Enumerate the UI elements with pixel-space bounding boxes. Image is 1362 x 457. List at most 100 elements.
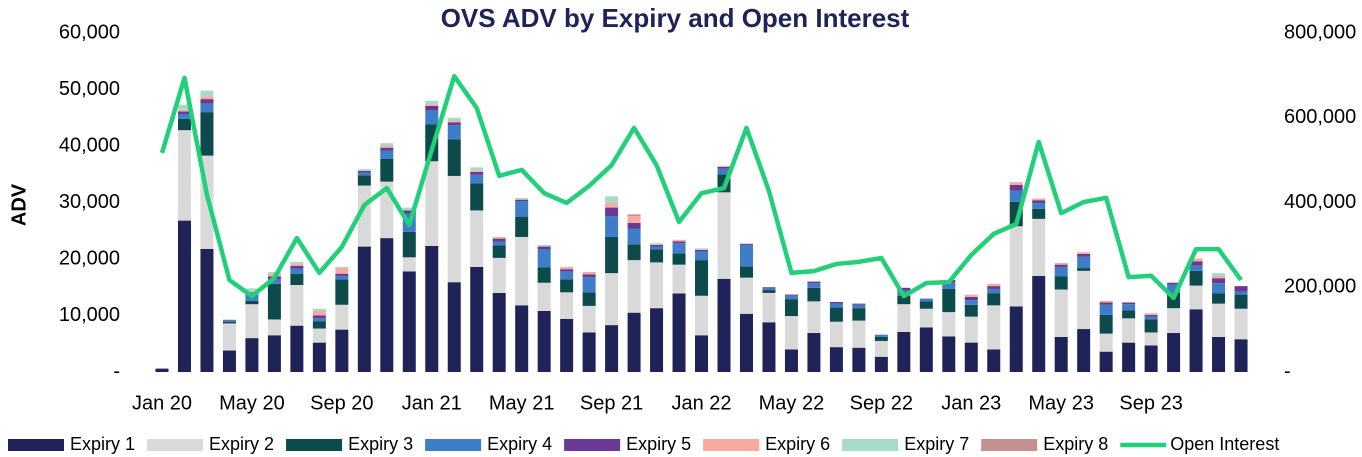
y-tick-label: - <box>113 360 120 382</box>
bar-segment <box>717 278 731 372</box>
bar-segment <box>695 260 709 296</box>
bar-segment <box>222 350 236 372</box>
bar-segment <box>762 292 776 323</box>
bar-segment <box>200 248 214 372</box>
bar-segment <box>739 244 753 267</box>
bar-segment <box>1144 316 1158 320</box>
bar-segment <box>942 282 956 289</box>
bar-segment <box>1234 286 1248 292</box>
bar-segment <box>829 301 843 304</box>
bar-segment <box>335 268 349 274</box>
bar-segment <box>739 313 753 372</box>
bar-segment <box>515 305 529 372</box>
bar-segment <box>1054 336 1068 372</box>
bar-segment <box>739 277 753 314</box>
bar-segment <box>470 210 484 267</box>
bar-segment <box>829 307 843 322</box>
bar-segment <box>1009 190 1023 202</box>
bar-segment <box>312 318 326 322</box>
bar-segment <box>672 239 686 242</box>
bar-segment <box>627 216 641 223</box>
bar-segment <box>1144 319 1158 333</box>
bar-segment <box>1032 203 1046 209</box>
bar-segment <box>177 109 191 112</box>
bar-segment <box>582 292 596 306</box>
bar-segment <box>470 170 484 172</box>
bar-segment <box>290 264 304 266</box>
legend-label: Expiry 6 <box>765 434 830 454</box>
y-axis-label: ADV <box>8 183 30 226</box>
bar-segment <box>1032 218 1046 276</box>
bar-segment <box>1099 304 1113 315</box>
bar-segment <box>537 244 551 247</box>
bar-segment <box>470 183 484 211</box>
bar-segment <box>605 216 619 237</box>
bar-segment <box>1032 200 1046 204</box>
legend-swatch <box>425 439 482 451</box>
bar-segment <box>560 318 574 372</box>
bar-segment <box>312 342 326 372</box>
y2-tick-label: - <box>1284 360 1291 382</box>
legend-swatch <box>8 439 64 451</box>
bar-segment <box>942 312 956 337</box>
bar-segment <box>582 305 596 333</box>
bar-segment <box>852 320 866 348</box>
bar-segment <box>1212 278 1226 284</box>
bar-segment <box>1009 182 1023 185</box>
bar-segment <box>425 100 439 105</box>
bar-segment <box>537 246 551 250</box>
bar-segment <box>515 236 529 306</box>
bar-segment <box>807 283 821 288</box>
x-tick-label: Sep 22 <box>850 392 913 414</box>
bar-segment <box>739 243 753 245</box>
y-tick-label: 10,000 <box>59 304 120 326</box>
legend-label: Expiry 4 <box>487 434 552 454</box>
bar-segment <box>717 166 731 169</box>
y-tick-label: 30,000 <box>59 191 120 213</box>
legend-label: Open Interest <box>1170 434 1279 454</box>
bar-segment <box>402 271 416 372</box>
bar-segment <box>425 105 439 111</box>
bar-segment <box>470 174 484 184</box>
bar-segment <box>447 122 461 126</box>
bar-segment <box>470 167 484 171</box>
bar-segment <box>492 241 506 246</box>
bar-segment <box>537 249 551 268</box>
bar-segment <box>1167 284 1181 293</box>
bar-segment <box>852 308 866 321</box>
bar-segment <box>425 161 439 247</box>
bar-segment <box>605 236 619 274</box>
bar-segment <box>1189 309 1203 372</box>
bar-segment <box>222 320 236 321</box>
bar-segment <box>335 329 349 372</box>
bar-segment <box>874 334 888 337</box>
bar-segment <box>290 325 304 372</box>
legend-label: Expiry 7 <box>904 434 969 454</box>
bar-segment <box>177 118 191 131</box>
bar-segment <box>492 292 506 372</box>
bar-segment <box>1212 275 1226 279</box>
bar-segment <box>200 99 214 104</box>
bar-segment <box>807 333 821 372</box>
bar-segment <box>919 298 933 302</box>
bar-segment <box>560 292 574 319</box>
legend-swatch <box>842 439 899 451</box>
bar-segment <box>335 266 349 269</box>
bar-segment <box>1144 345 1158 372</box>
bar-segment <box>290 268 304 274</box>
bar-segment <box>357 169 371 171</box>
bar-segment <box>874 356 888 372</box>
bar-segment <box>1234 308 1248 340</box>
bar-segment <box>987 349 1001 372</box>
bar-segment <box>695 335 709 372</box>
bar-segment <box>425 104 439 106</box>
bar-segment <box>1054 289 1068 337</box>
bar-segment <box>1099 300 1113 303</box>
bar-segment <box>380 150 394 159</box>
bar-segment <box>605 203 619 208</box>
legend-label: Expiry 5 <box>626 434 691 454</box>
bar-segment <box>200 90 214 97</box>
bar-segment <box>357 172 371 176</box>
bar-segment <box>672 264 686 294</box>
